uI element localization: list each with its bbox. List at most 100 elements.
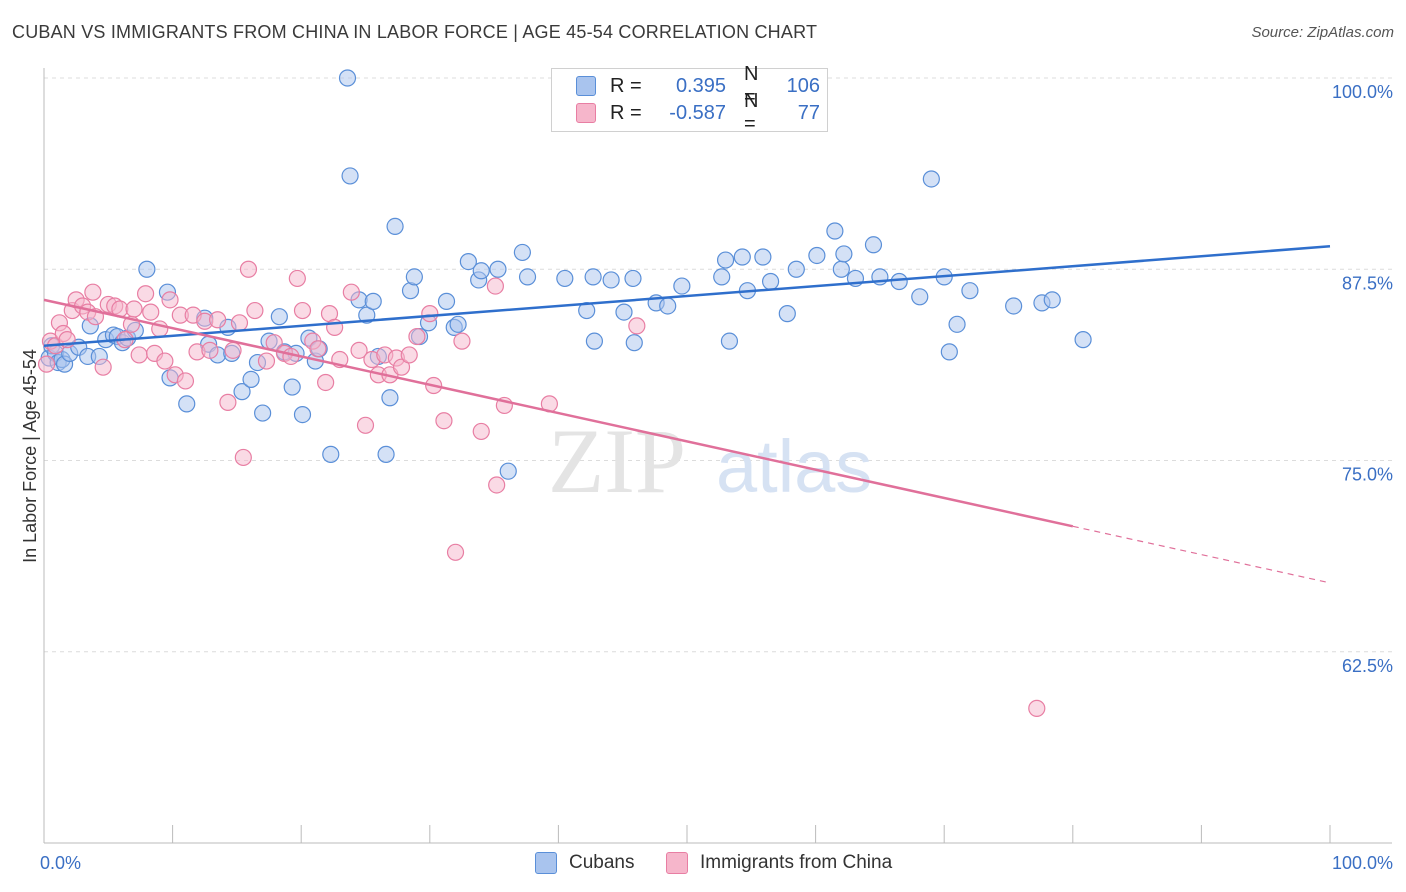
- r-label: R =: [610, 74, 642, 97]
- cubans-point: [1043, 291, 1061, 309]
- china-point: [156, 352, 174, 370]
- cubans-point: [381, 389, 399, 407]
- legend-item-cubans[interactable]: Cubans: [535, 852, 635, 874]
- cubans-point: [761, 272, 780, 291]
- r-value: 0.395: [675, 74, 726, 97]
- cubans-point: [615, 303, 633, 321]
- cubans-point: [556, 269, 574, 288]
- cubans-swatch: [535, 852, 557, 874]
- china-trend-extension: [1072, 525, 1331, 584]
- cubans-point: [472, 262, 490, 280]
- china-point: [350, 341, 368, 359]
- cubans-point: [358, 306, 376, 324]
- cubans-point: [778, 305, 796, 323]
- china-point: [125, 300, 143, 318]
- y-tick-label: 62.5%: [1342, 656, 1393, 676]
- china-trend-line: [43, 298, 1074, 528]
- cubans-point: [270, 308, 288, 326]
- cubans-point: [602, 271, 620, 289]
- cubans-point: [341, 167, 359, 185]
- legend-item-china[interactable]: Immigrants from China: [666, 852, 892, 874]
- cubans-point: [832, 260, 850, 278]
- cubans-point: [911, 288, 929, 306]
- china-point: [408, 327, 426, 346]
- legend-row-cubans: R = 0.395 N = 106: [576, 63, 820, 108]
- china-point: [356, 416, 375, 434]
- cubans-point: [1005, 297, 1023, 315]
- china-point: [1028, 699, 1046, 717]
- china-point: [421, 305, 439, 323]
- legend-item-label: Immigrants from China: [700, 852, 893, 873]
- cubans-point: [178, 395, 196, 413]
- source-label: Source: ZipAtlas.com: [1251, 24, 1394, 41]
- cubans-point: [713, 268, 731, 286]
- grid-lines: [44, 77, 1392, 653]
- cubans-point: [499, 462, 517, 480]
- tick-labels: 62.5% 75.0% 87.5% 100.0% 0.0% 100.0%: [40, 82, 1393, 873]
- r-value: -0.587: [669, 101, 726, 124]
- cubans-point: [233, 383, 251, 401]
- n-label: N =: [744, 90, 759, 135]
- china-point: [219, 393, 237, 411]
- china-point: [472, 422, 490, 441]
- cubans-point: [922, 170, 940, 188]
- cubans-point: [518, 268, 537, 286]
- china-point: [94, 358, 112, 376]
- cubans-point: [940, 343, 958, 361]
- cubans-point: [322, 445, 340, 463]
- axes: [43, 68, 1392, 844]
- r-label: R =: [610, 101, 642, 124]
- china-point: [234, 448, 252, 467]
- n-value: 106: [786, 74, 820, 97]
- cubans-point: [890, 272, 908, 291]
- china-point: [400, 346, 418, 364]
- cubans-point: [283, 378, 301, 396]
- china-point: [176, 372, 195, 390]
- china-point: [392, 358, 411, 376]
- cubans-point: [808, 246, 826, 265]
- china-point: [84, 283, 102, 301]
- n-value: 77: [797, 101, 820, 124]
- series-legend: Cubans Immigrants from China: [0, 852, 1406, 878]
- cubans-point: [405, 268, 423, 286]
- cubans-point: [386, 217, 404, 236]
- china-point: [628, 317, 646, 335]
- china-point: [453, 332, 471, 350]
- china-point: [293, 301, 312, 320]
- cubans-point: [437, 292, 456, 310]
- n-label: N =: [744, 63, 759, 108]
- cubans-point: [864, 236, 883, 254]
- cubans-point: [377, 445, 395, 463]
- cubans-point: [961, 282, 979, 300]
- china-point: [37, 355, 56, 373]
- cubans-point: [624, 269, 642, 288]
- china-point: [224, 341, 242, 359]
- cubans-point: [720, 332, 739, 350]
- china-point: [161, 291, 179, 309]
- china-point: [317, 373, 335, 392]
- cubans-point: [293, 406, 312, 424]
- data-points: [37, 69, 1092, 717]
- cubans-point: [733, 248, 751, 266]
- legend-item-label: Cubans: [569, 852, 635, 873]
- china-point: [435, 412, 453, 430]
- china-point: [486, 277, 504, 295]
- cubans-point: [584, 268, 602, 286]
- cubans-point: [489, 260, 507, 278]
- china-point: [209, 311, 227, 329]
- cubans-point: [585, 332, 604, 350]
- china-point: [136, 285, 155, 303]
- cubans-point: [716, 251, 735, 269]
- y-tick-label: 75.0%: [1342, 465, 1393, 485]
- china-point: [446, 543, 465, 561]
- cubans-point: [1074, 331, 1092, 349]
- china-swatch: [666, 852, 688, 874]
- cubans-point: [835, 245, 853, 263]
- cubans-trend-line: [43, 245, 1331, 347]
- china-swatch: [576, 103, 596, 123]
- cubans-point: [449, 315, 467, 333]
- china-point: [288, 269, 306, 288]
- china-point: [201, 341, 219, 359]
- cubans-point: [826, 222, 844, 240]
